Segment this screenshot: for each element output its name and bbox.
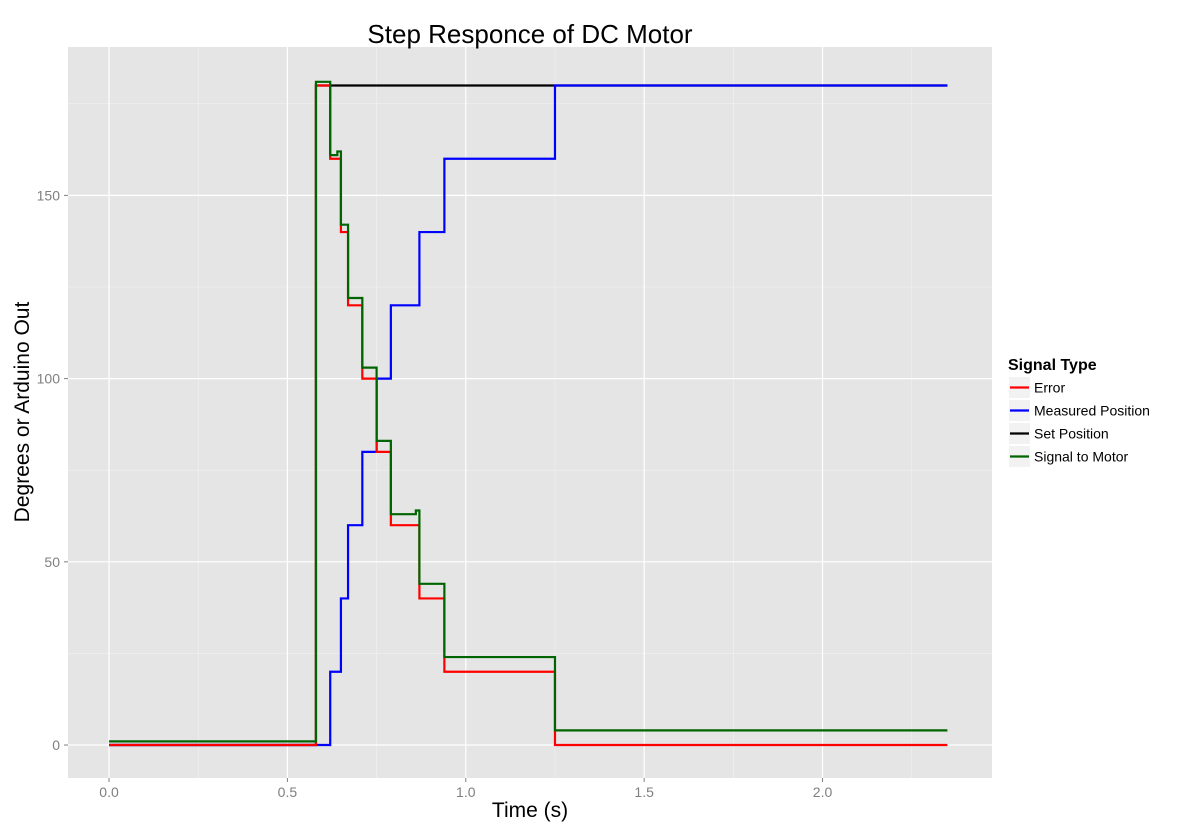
x-tick-label: 1.5 [634,784,654,800]
x-tick-label: 2.0 [813,784,833,800]
x-axis-ticks: 0.0 0.5 1.0 1.5 2.0 [99,778,832,800]
y-axis-ticks: 0 50 100 150 [37,187,68,753]
y-tick-label: 100 [37,371,61,387]
plot-panel [68,47,992,778]
y-tick-label: 50 [44,554,60,570]
legend-title: Signal Type [1008,357,1097,374]
legend: Signal Type Error Measured Position Set Po… [1008,357,1150,467]
legend-label-set-position: Set Position [1034,426,1109,442]
legend-label-signal-to-motor: Signal to Motor [1034,449,1128,465]
x-tick-label: 0.0 [99,784,119,800]
y-axis-title: Degrees or Arduino Out [11,302,34,523]
major-gridlines [68,47,992,778]
legend-items: Error Measured Position Set Position Signal… [1009,377,1150,467]
y-tick-label: 150 [37,187,61,203]
x-tick-label: 1.0 [456,784,476,800]
legend-label-error: Error [1034,380,1065,396]
x-tick-label: 0.5 [278,784,298,800]
legend-label-measured-position: Measured Position [1034,403,1150,419]
x-axis-title: Time (s) [492,799,568,822]
chart-title: Step Responce of DC Motor [367,19,692,49]
series-lines [109,80,948,747]
y-tick-label: 0 [52,737,60,753]
series-line-signal-to-motor [109,80,948,743]
